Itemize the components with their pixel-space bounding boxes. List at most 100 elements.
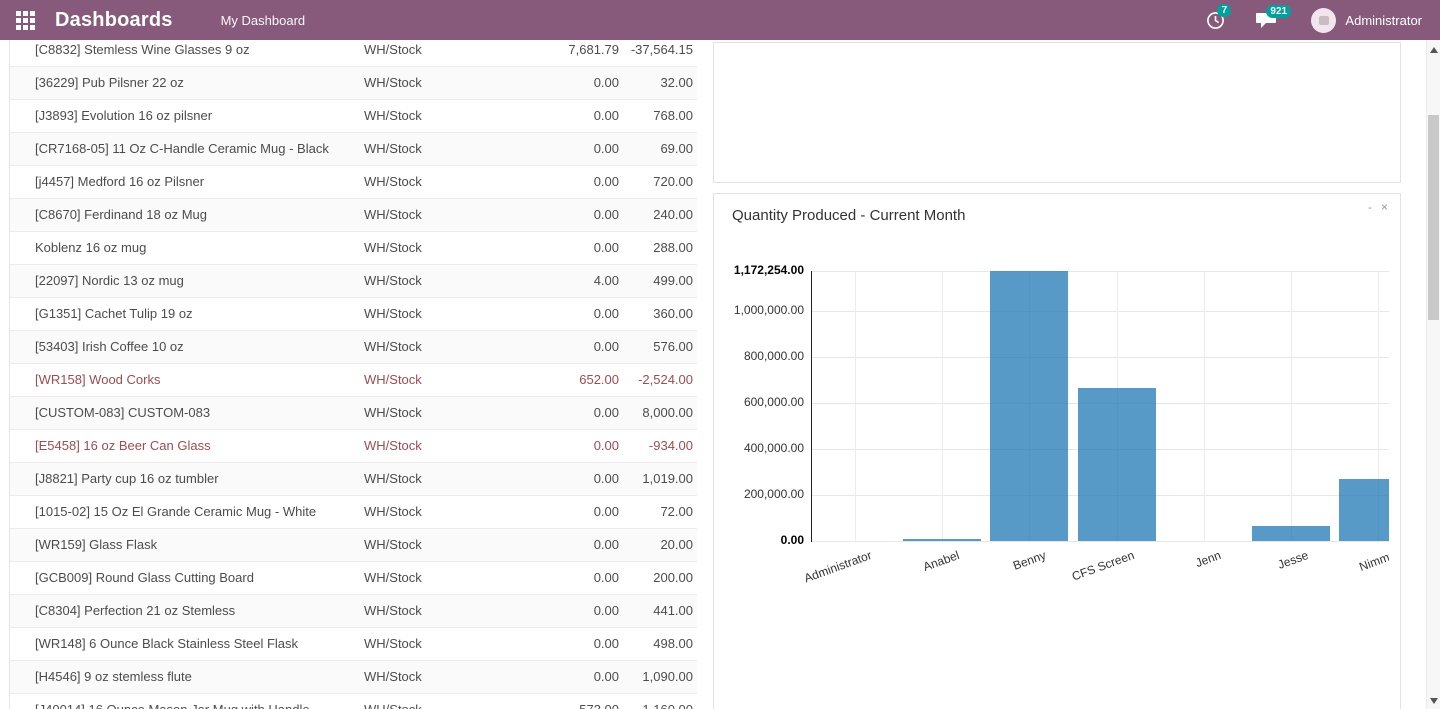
location-cell: WH/Stock (363, 66, 505, 100)
product-name-cell: [CUSTOM-083] CUSTOM-083 (10, 396, 363, 430)
menu-my-dashboard[interactable]: My Dashboard (220, 12, 306, 28)
bar-CFS Screen[interactable] (1078, 388, 1156, 541)
table-row[interactable]: [53403] Irish Coffee 10 oz WH/Stock 0.00… (10, 330, 697, 364)
y-axis-tick-label: 800,000.00 (743, 349, 804, 363)
clock-icon (1207, 11, 1225, 29)
location-cell: WH/Stock (363, 693, 505, 709)
location-cell: WH/Stock (363, 660, 505, 694)
table-row[interactable]: [C8832] Stemless Wine Glasses 9 oz WH/St… (10, 40, 697, 67)
forecast-cell: 1,090.00 (620, 660, 697, 694)
h-gridline (811, 271, 1389, 272)
forecast-cell: 360.00 (620, 297, 697, 331)
product-name-cell: [1015-02] 15 Oz El Grande Ceramic Mug - … (10, 495, 363, 529)
location-cell: WH/Stock (363, 594, 505, 628)
x-axis-label: Anabel (920, 548, 961, 574)
table-row[interactable]: [GCB009] Round Glass Cutting Board WH/St… (10, 561, 697, 595)
product-name-cell: [WR148] 6 Ounce Black Stainless Steel Fl… (10, 627, 363, 661)
bar-Nimmy[interactable] (1339, 479, 1389, 541)
bar-chart: 0.00 200,000.00 400,000.00 600,000.00 800,00… (714, 194, 1389, 709)
v-gridline (942, 271, 943, 541)
product-name-cell: [H4546] 9 oz stemless flute (10, 660, 363, 694)
table-row[interactable]: Koblenz 16 oz mug WH/Stock 0.00 288.00 (10, 231, 697, 265)
location-cell: WH/Stock (363, 297, 505, 331)
product-name-cell: [36229] Pub Pilsner 22 oz (10, 66, 363, 100)
table-row[interactable]: [H4546] 9 oz stemless flute WH/Stock 0.0… (10, 660, 697, 694)
y-axis-line (811, 271, 812, 542)
location-cell: WH/Stock (363, 99, 505, 133)
quantity-cell: 0.00 (505, 528, 620, 562)
product-name-cell: [G1351] Cachet Tulip 19 oz (10, 297, 363, 331)
apps-menu-icon[interactable] (10, 5, 40, 35)
table-row[interactable]: [J40014] 16 Ounce Mason Jar Mug with Han… (10, 693, 697, 709)
table-row[interactable]: [J8821] Party cup 16 oz tumbler WH/Stock… (10, 462, 697, 496)
table-row[interactable]: [36229] Pub Pilsner 22 oz WH/Stock 0.00 … (10, 66, 697, 100)
scroll-down-icon[interactable] (1430, 698, 1438, 704)
quantity-cell: 0.00 (505, 495, 620, 529)
table-row[interactable]: [22097] Nordic 13 oz mug WH/Stock 4.00 4… (10, 264, 697, 298)
table-row[interactable]: [G1351] Cachet Tulip 19 oz WH/Stock 0.00… (10, 297, 697, 331)
forecast-cell: 576.00 (620, 330, 697, 364)
table-row[interactable]: [J3893] Evolution 16 oz pilsner WH/Stock… (10, 99, 697, 133)
table-row[interactable]: [j4457] Medford 16 oz Pilsner WH/Stock 0… (10, 165, 697, 199)
product-name-cell: Koblenz 16 oz mug (10, 231, 363, 265)
forecast-cell: -2,524.00 (620, 363, 697, 397)
forecast-cell: 240.00 (620, 198, 697, 232)
forecast-cell: -37,564.15 (620, 40, 697, 67)
messages-icon[interactable]: 921 (1255, 4, 1292, 29)
quantity-cell: 652.00 (505, 363, 620, 397)
forecast-cell: 1,160.00 (620, 693, 697, 709)
quantity-cell: 0.00 (505, 66, 620, 100)
quantity-cell: 0.00 (505, 330, 620, 364)
forecast-cell: 32.00 (620, 66, 697, 100)
scrollbar-thumb[interactable] (1428, 115, 1439, 320)
location-cell: WH/Stock (363, 462, 505, 496)
user-menu[interactable]: Administrator (1311, 7, 1422, 33)
close-widget-button[interactable]: × (1380, 200, 1388, 214)
table-row[interactable]: [CR7168-05] 11 Oz C-Handle Ceramic Mug -… (10, 132, 697, 166)
table-row[interactable]: [WR158] Wood Corks WH/Stock 652.00 -2,52… (10, 363, 697, 397)
location-cell: WH/Stock (363, 528, 505, 562)
app-title[interactable]: Dashboards (55, 8, 173, 31)
v-gridline (855, 271, 856, 541)
table-row[interactable]: [E5458] 16 oz Beer Can Glass WH/Stock 0.… (10, 429, 697, 463)
x-axis-label: Benny (1011, 548, 1048, 573)
location-cell: WH/Stock (363, 561, 505, 595)
table-row[interactable]: [C8670] Ferdinand 18 oz Mug WH/Stock 0.0… (10, 198, 697, 232)
avatar (1311, 7, 1337, 33)
product-name-cell: [22097] Nordic 13 oz mug (10, 264, 363, 298)
forecast-cell: 768.00 (620, 99, 697, 133)
table-row[interactable]: [WR159] Glass Flask WH/Stock 0.00 20.00 (10, 528, 697, 562)
product-name-cell: [GCB009] Round Glass Cutting Board (10, 561, 363, 595)
scroll-up-icon[interactable] (1430, 47, 1438, 53)
product-name-cell: [C8304] Perfection 21 oz Stemless (10, 594, 363, 628)
bar-Benny[interactable] (990, 271, 1068, 541)
bar-Jesse[interactable] (1252, 526, 1330, 541)
chart-widget-panel: Quantity Produced - Current Month - × 0.… (713, 193, 1401, 709)
table-row[interactable]: [CUSTOM-083] CUSTOM-083 WH/Stock 0.00 8,… (10, 396, 697, 430)
location-cell: WH/Stock (363, 165, 505, 199)
v-gridline (1204, 271, 1205, 541)
location-cell: WH/Stock (363, 495, 505, 529)
location-cell: WH/Stock (363, 429, 505, 463)
activity-clock-icon[interactable]: 7 (1206, 3, 1232, 30)
location-cell: WH/Stock (363, 627, 505, 661)
table-row[interactable]: [WR148] 6 Ounce Black Stainless Steel Fl… (10, 627, 697, 661)
chart-title: Quantity Produced - Current Month (732, 207, 966, 224)
product-name-cell: [C8832] Stemless Wine Glasses 9 oz (10, 40, 363, 67)
vertical-scrollbar[interactable] (1426, 40, 1440, 709)
stock-table-panel: [C8832] Stemless Wine Glasses 9 oz WH/St… (9, 40, 697, 709)
forecast-cell: 499.00 (620, 264, 697, 298)
widget-controls: - × (1368, 200, 1388, 214)
product-name-cell: [E5458] 16 oz Beer Can Glass (10, 429, 363, 463)
product-name-cell: [WR159] Glass Flask (10, 528, 363, 562)
table-row[interactable]: [1015-02] 15 Oz El Grande Ceramic Mug - … (10, 495, 697, 529)
table-row[interactable]: [C8304] Perfection 21 oz Stemless WH/Sto… (10, 594, 697, 628)
product-name-cell: [C8670] Ferdinand 18 oz Mug (10, 198, 363, 232)
minimize-widget-button[interactable]: - (1367, 200, 1372, 214)
location-cell: WH/Stock (363, 264, 505, 298)
bar-Anabel[interactable] (903, 539, 981, 541)
activity-badge: 7 (1217, 3, 1232, 17)
forecast-cell: 288.00 (620, 231, 697, 265)
forecast-cell: 20.00 (620, 528, 697, 562)
x-axis-label: Administrator (802, 548, 874, 586)
